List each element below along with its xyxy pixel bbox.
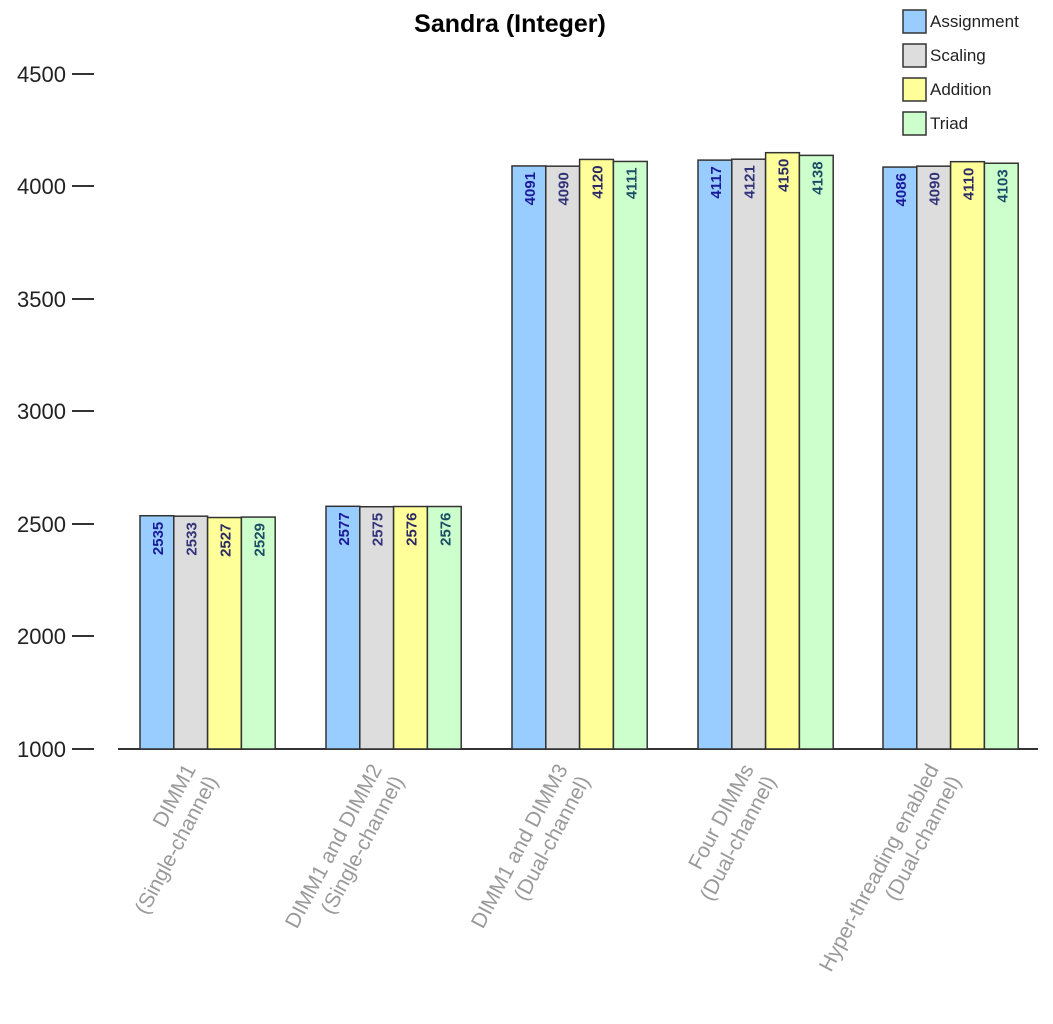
bars-group: 2535 2533 2527 2529 2577 2575 2576 2576 4091 4090… <box>139 151 1019 750</box>
bar-value-label: 4086 <box>893 173 910 206</box>
bar <box>240 516 276 750</box>
bar-value-label: 4090 <box>556 172 573 205</box>
bar-value-label: 2529 <box>251 523 268 556</box>
bar <box>392 505 429 750</box>
bar-value-label: 2576 <box>437 513 454 546</box>
legend-swatch <box>902 43 927 68</box>
bar-value-label: 2527 <box>218 524 235 557</box>
bar-value-label: 4117 <box>708 166 725 199</box>
bar-value-label: 4110 <box>961 168 978 201</box>
bar <box>882 166 918 750</box>
y-tick-label: 3500 <box>17 287 66 312</box>
bar <box>612 160 648 750</box>
bar-value-label: 4091 <box>522 172 539 205</box>
x-category-label: Four DIMMs(Dual-channel) <box>684 761 781 905</box>
bar-value-label: 4090 <box>927 172 944 205</box>
bar-value-label: 4138 <box>809 161 826 194</box>
bar <box>173 515 209 750</box>
bar-value-label: 2535 <box>150 522 167 555</box>
bar <box>798 154 834 750</box>
bar <box>949 160 986 750</box>
bar-value-label: 4111 <box>623 167 640 199</box>
y-tick-label: 4000 <box>17 174 66 199</box>
legend-swatch <box>902 9 927 34</box>
y-tick-label: 2000 <box>17 624 66 649</box>
x-axis-labels: DIMM1(Single-channel) DIMM1 and DIMM2(Sin… <box>131 761 966 976</box>
bar <box>545 165 581 750</box>
bar <box>359 505 395 750</box>
y-tick-label: 4500 <box>17 62 66 87</box>
y-tick-label: 1000 <box>17 737 66 762</box>
legend-label: Addition <box>930 80 991 99</box>
bar-value-label: 4120 <box>590 165 607 198</box>
chart-title: Sandra (Integer) <box>414 10 606 38</box>
bar <box>426 505 462 750</box>
bar <box>731 158 767 750</box>
bar-value-label: 4103 <box>994 169 1011 202</box>
bar <box>983 162 1019 750</box>
bar <box>697 159 733 750</box>
bar <box>916 165 952 750</box>
bar-value-label: 2533 <box>184 522 201 555</box>
bar-value-label: 4121 <box>742 165 759 198</box>
bar <box>578 158 615 750</box>
bar-value-label: 2576 <box>404 513 421 546</box>
bar <box>511 165 547 750</box>
y-tick-label: 2500 <box>17 512 66 537</box>
bar-value-label: 2577 <box>336 512 353 545</box>
x-category-label: DIMM1 and DIMM3(Dual-channel) <box>467 761 595 933</box>
bar-value-label: 4150 <box>776 159 793 192</box>
legend-swatch <box>902 111 927 136</box>
bar-value-label: 2575 <box>370 513 387 546</box>
legend-label: Triad <box>930 114 968 133</box>
bar <box>325 505 361 750</box>
legend-label: Assignment <box>930 12 1019 31</box>
legend: Assignment Scaling Addition Triad <box>902 9 1019 136</box>
y-tick-label: 3000 <box>17 399 66 424</box>
legend-swatch <box>902 77 927 102</box>
bar <box>764 151 801 750</box>
x-category-label: DIMM1 and DIMM2(Single-channel) <box>281 761 409 933</box>
x-category-label: Hyper-threading enabled(Dual-channel) <box>815 761 966 976</box>
legend-label: Scaling <box>930 46 986 65</box>
x-category-label-line: Hyper-threading enabled <box>815 761 944 976</box>
bar <box>206 516 243 750</box>
x-category-label: DIMM1(Single-channel) <box>131 761 223 919</box>
